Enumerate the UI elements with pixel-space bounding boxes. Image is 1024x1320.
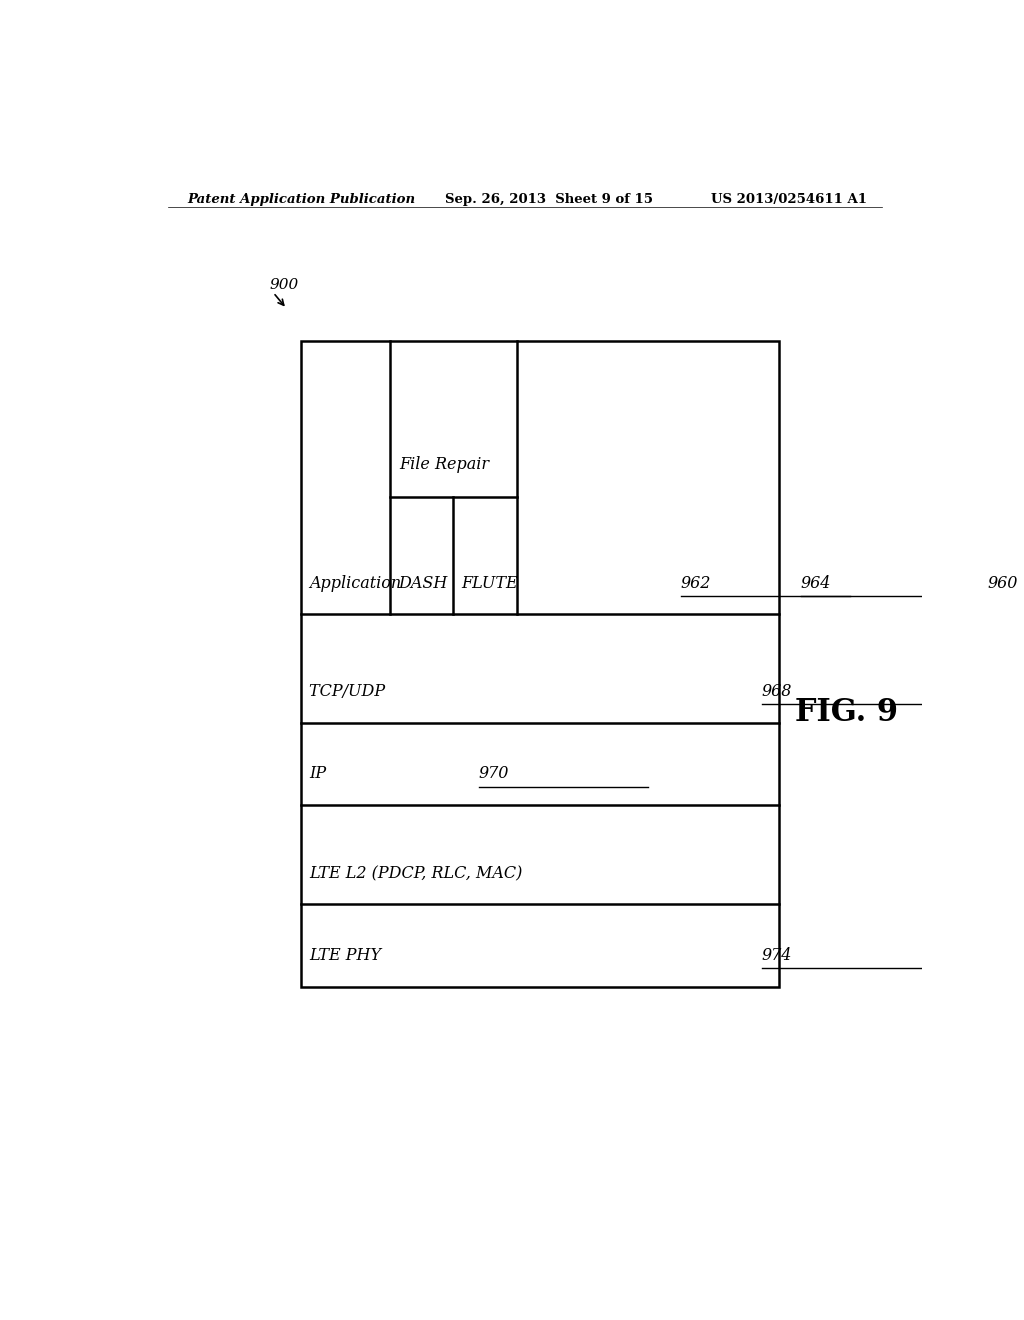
Text: DASH: DASH bbox=[397, 576, 453, 591]
Text: FIG. 9: FIG. 9 bbox=[795, 697, 898, 727]
Text: 960: 960 bbox=[988, 576, 1018, 591]
Text: 964: 964 bbox=[801, 576, 831, 591]
Text: 970: 970 bbox=[478, 766, 509, 783]
Text: US 2013/0254611 A1: US 2013/0254611 A1 bbox=[712, 193, 867, 206]
Text: LTE PHY: LTE PHY bbox=[309, 948, 386, 965]
Text: 974: 974 bbox=[762, 948, 792, 965]
Text: TCP/UDP: TCP/UDP bbox=[309, 684, 390, 700]
Text: FLUTE: FLUTE bbox=[462, 576, 523, 591]
Text: 968: 968 bbox=[762, 684, 792, 700]
Text: Patent Application Publication: Patent Application Publication bbox=[187, 193, 416, 206]
Bar bbox=[301, 342, 779, 987]
Text: IP: IP bbox=[309, 766, 331, 783]
Text: 962: 962 bbox=[681, 576, 711, 591]
Text: 900: 900 bbox=[269, 279, 299, 293]
Text: File Repair: File Repair bbox=[399, 455, 495, 473]
Text: Sep. 26, 2013  Sheet 9 of 15: Sep. 26, 2013 Sheet 9 of 15 bbox=[445, 193, 653, 206]
Text: Application: Application bbox=[309, 576, 407, 591]
Text: LTE L2 (PDCP, RLC, MAC): LTE L2 (PDCP, RLC, MAC) bbox=[309, 865, 527, 882]
